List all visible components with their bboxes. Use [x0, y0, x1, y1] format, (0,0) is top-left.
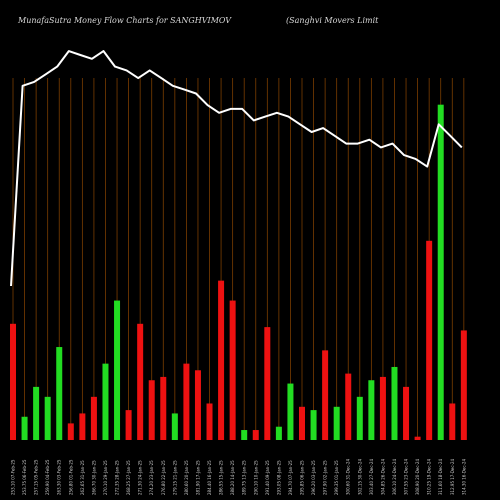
- bar-up: [241, 430, 248, 440]
- x-tick-label: 271.30 24-Jan-25: [138, 460, 143, 495]
- chart-title-left: MunafaSutra Money Flow Charts for SANGHV…: [18, 16, 232, 25]
- bar-down: [426, 240, 433, 440]
- x-tick-label: 308.90 20-Dec-24: [415, 458, 420, 495]
- x-tick-labels: 253.10 07-Feb-25 253.75 06-Feb-25 257.15 0…: [11, 458, 467, 495]
- bar-up: [56, 347, 63, 440]
- bar-down: [194, 370, 201, 440]
- bar-down: [137, 323, 144, 440]
- x-tick-label: 266.70 30-Jan-25: [91, 460, 96, 495]
- x-tick-label: 253.75 06-Feb-25: [22, 459, 27, 495]
- x-tick-label: 256.80 01-Feb-25: [68, 459, 73, 495]
- bar-down: [10, 323, 16, 440]
- x-tick-label: 307.55 23-Dec-24: [404, 458, 409, 495]
- bar-down: [403, 386, 410, 440]
- x-tick-label: 270.10 29-Jan-25: [103, 460, 108, 495]
- x-tick-label: 253.10 07-Feb-25: [11, 459, 16, 495]
- bar-down: [160, 376, 167, 440]
- x-tick-label: 286.55 15-Jan-25: [219, 460, 224, 495]
- bar-up: [21, 416, 28, 440]
- x-tick-label: 291.40 09-Jan-25: [265, 460, 270, 495]
- bar-down: [90, 396, 97, 440]
- x-tick-label: 289.75 13-Jan-25: [242, 460, 247, 495]
- x-tick-label: 279.15 21-Jan-25: [172, 460, 177, 495]
- bar-up: [333, 406, 340, 440]
- bar-up: [368, 380, 375, 440]
- bar-down: [414, 436, 421, 440]
- x-tick-label: 272.35 28-Jan-25: [115, 460, 120, 495]
- x-tick-label: 300.60 31-Dec-24: [346, 458, 351, 495]
- bar-up: [102, 363, 109, 440]
- bar-down: [264, 327, 271, 440]
- x-tick-label: 274.20 23-Jan-25: [149, 460, 154, 495]
- x-tick-label: 295.85 06-Jan-25: [300, 460, 305, 495]
- x-tick-label: 288.20 14-Jan-25: [230, 460, 235, 495]
- x-tick-label: 284.40 16-Jan-25: [207, 460, 212, 495]
- x-tick-label: 296.20 03-Jan-25: [311, 460, 316, 495]
- x-tick-label: 257.15 05-Feb-25: [34, 459, 39, 495]
- x-tick-label: 281.90 17-Jan-25: [195, 460, 200, 495]
- bar-down: [252, 430, 259, 440]
- x-tick-label: 262.65 31-Jan-25: [80, 460, 85, 495]
- bar-down: [229, 300, 236, 440]
- bar-down: [183, 363, 190, 440]
- x-tick-label: 268.25 27-Jan-25: [126, 460, 131, 495]
- bar-up: [310, 410, 317, 440]
- bar-up: [44, 396, 51, 440]
- x-tick-label: 259.90 04-Feb-25: [45, 459, 50, 495]
- bar-up: [356, 396, 363, 440]
- chart-title-right: (Sanghvi Movers Limit: [286, 16, 379, 25]
- bar-down: [125, 410, 132, 440]
- bar-down: [299, 406, 305, 440]
- bar-series: [10, 104, 467, 441]
- bar-down: [460, 330, 467, 440]
- bar-down: [67, 423, 74, 440]
- x-tick-label: 303.40 27-Dec-24: [369, 458, 374, 495]
- x-tick-label: 299.35 01-Jan-25: [334, 460, 339, 495]
- bar-up: [275, 426, 282, 440]
- x-tick-label: 310.25 19-Dec-24: [427, 458, 432, 495]
- x-tick-label: 290.10 10-Jan-25: [253, 460, 258, 495]
- x-tick-label: 276.80 22-Jan-25: [161, 460, 166, 495]
- bar-up: [287, 383, 294, 440]
- price-line-series: [10, 50, 463, 287]
- bar-up: [437, 104, 444, 441]
- bar-up: [171, 413, 178, 440]
- bar-down: [79, 413, 86, 440]
- x-tick-label: 263.30 03-Feb-25: [57, 459, 62, 495]
- bar-up: [114, 300, 121, 440]
- bar-down: [379, 376, 386, 440]
- bar-down: [218, 280, 225, 440]
- x-tick-label: 312.95 17-Dec-24: [450, 458, 455, 495]
- x-tick-label: 314.30 16-Dec-24: [461, 458, 466, 495]
- bar-down: [148, 380, 155, 440]
- bar-down: [206, 403, 213, 440]
- x-tick-label: 297.90 02-Jan-25: [323, 460, 328, 495]
- x-tick-label: 302.15 30-Dec-24: [357, 458, 362, 495]
- bar-up: [391, 366, 398, 440]
- x-tick-label: 294.70 07-Jan-25: [288, 460, 293, 495]
- x-tick-label: 293.05 08-Jan-25: [276, 460, 281, 495]
- x-tick-label: 280.60 20-Jan-25: [184, 460, 189, 495]
- bar-down: [322, 350, 329, 440]
- x-tick-label: 306.10 24-Dec-24: [392, 458, 397, 495]
- bar-down: [449, 403, 456, 440]
- x-tick-label: 304.85 26-Dec-24: [380, 458, 385, 495]
- bar-down: [345, 373, 352, 440]
- price-line: [10, 50, 463, 287]
- x-tick-label: 311.60 18-Dec-24: [438, 458, 443, 495]
- bar-up: [33, 386, 40, 440]
